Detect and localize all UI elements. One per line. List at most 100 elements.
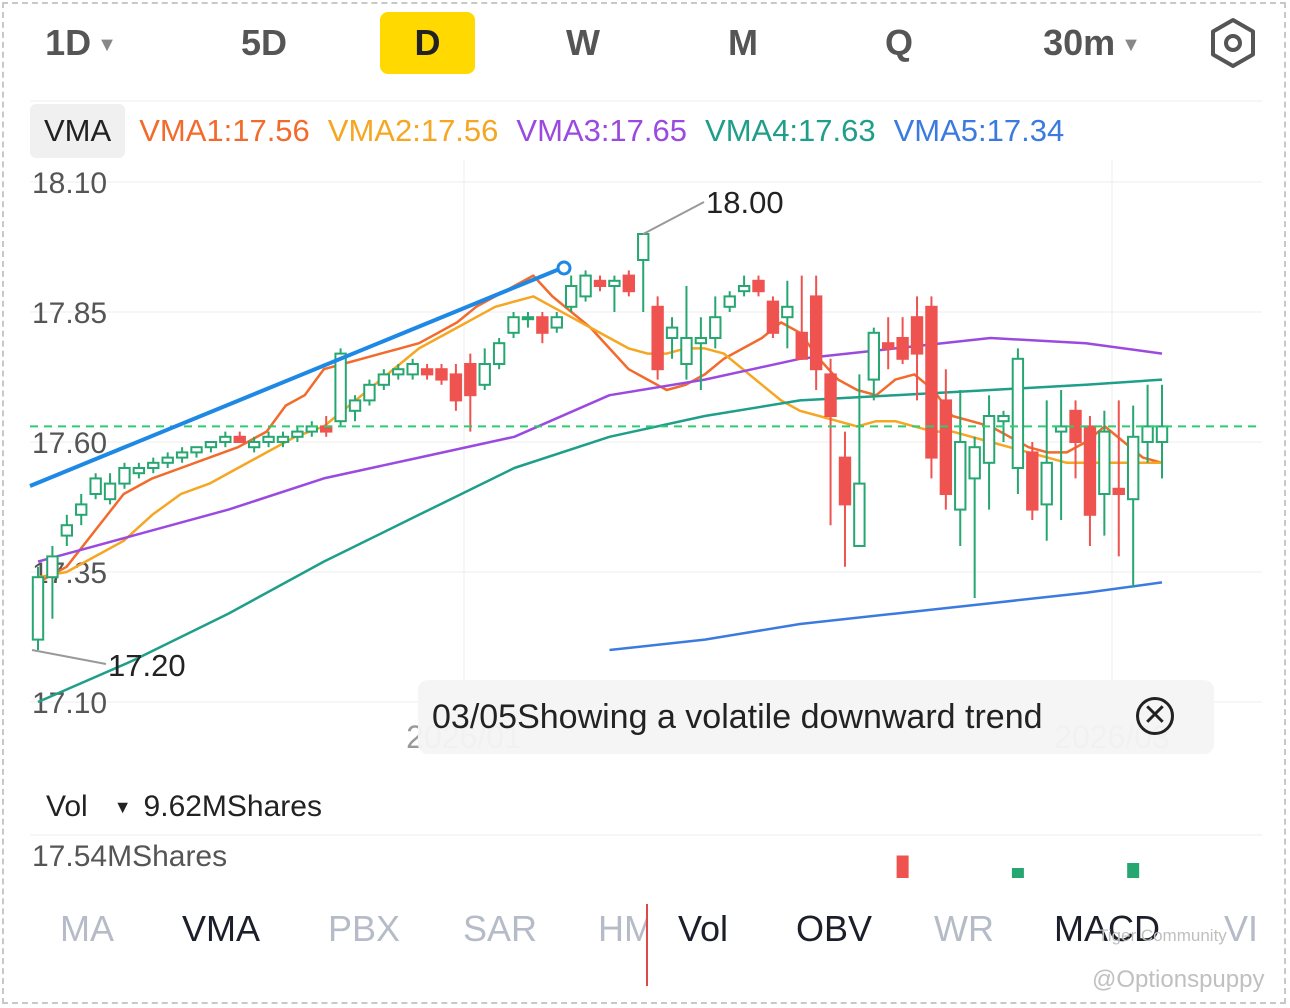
candle-body	[752, 279, 765, 293]
candle-body	[982, 415, 996, 464]
candle	[1054, 390, 1068, 520]
candle-body	[709, 316, 722, 340]
candle	[449, 364, 463, 411]
candle	[809, 275, 823, 390]
candle	[392, 364, 405, 380]
candle-body	[925, 305, 938, 459]
candle-body	[161, 456, 174, 464]
tf-q[interactable]: Q	[884, 22, 913, 63]
tab-vol[interactable]: Vol	[678, 908, 729, 949]
candle	[824, 358, 837, 526]
vma2-value: VMA2:17.56	[327, 113, 499, 148]
tab-macd[interactable]: MACD	[1054, 908, 1160, 949]
tab-vma[interactable]: VMA	[182, 908, 261, 949]
candle-body	[1011, 357, 1025, 469]
candle-body	[132, 467, 146, 475]
candle	[925, 296, 938, 479]
tab-divider	[646, 904, 648, 986]
vma-line-vma4	[37, 378, 1163, 704]
candle-body	[637, 233, 650, 261]
candle	[680, 286, 693, 380]
candle-body	[1026, 451, 1039, 511]
tf-1d[interactable]: 1D ▼	[45, 22, 117, 63]
volume-label: Vol	[46, 790, 88, 823]
candle-body	[291, 430, 304, 438]
candle	[651, 296, 664, 380]
vma3-value: VMA3:17.65	[516, 113, 688, 148]
candle	[608, 275, 621, 312]
candle	[233, 431, 246, 443]
candle	[464, 353, 477, 432]
candle-body	[665, 326, 679, 340]
settings-hexagon-icon[interactable]	[1206, 16, 1260, 70]
tf-w[interactable]: W	[566, 22, 600, 63]
tab-obv[interactable]: OBV	[796, 908, 873, 949]
high-leader-line	[642, 201, 705, 235]
candle	[752, 275, 765, 297]
tab-pbx[interactable]: PBX	[328, 908, 401, 949]
tab-sar[interactable]: SAR	[463, 908, 538, 949]
candle	[46, 546, 59, 619]
trendline-handle	[556, 260, 572, 276]
candle	[204, 441, 218, 453]
candle	[637, 233, 650, 312]
tf-30m[interactable]: 30m ▼	[1043, 22, 1141, 63]
candle-body	[247, 441, 261, 449]
candle	[291, 426, 304, 442]
candle	[478, 348, 491, 390]
close-icon[interactable]: ✕	[1136, 697, 1174, 735]
candle	[781, 280, 794, 349]
candle-body	[954, 441, 967, 511]
tf-5d[interactable]: 5D	[240, 22, 288, 63]
candle-body	[219, 435, 232, 443]
candle	[1141, 384, 1154, 463]
candle-body	[377, 373, 391, 386]
event-tooltip[interactable]: 03/05Showing a volatile downward trend ✕	[418, 680, 1214, 754]
volume-bar	[896, 855, 909, 878]
candle-body	[262, 435, 275, 443]
candle	[406, 358, 419, 380]
candle-body	[449, 373, 463, 402]
chevron-down-icon: ▼	[97, 34, 117, 57]
candle	[247, 436, 261, 453]
candle-body	[608, 279, 621, 287]
candle	[276, 431, 290, 448]
candle-body	[190, 446, 203, 454]
tf-d[interactable]: D	[380, 12, 475, 74]
tf-m[interactable]: M	[728, 22, 758, 63]
candle	[723, 291, 736, 312]
candle	[853, 374, 866, 548]
y-tick-label: 17.85	[32, 297, 107, 330]
candle	[564, 275, 578, 312]
candle-body	[103, 482, 117, 501]
candle-body	[766, 300, 780, 334]
tab-ma[interactable]: MA	[60, 908, 114, 949]
vma-line-vma5	[609, 581, 1163, 652]
timeframe-bar: 1D ▼ 5D D W M Q 30m ▼	[0, 0, 1290, 88]
vma-selector[interactable]: VMA	[30, 104, 126, 158]
candle	[709, 296, 722, 349]
candle-body	[363, 383, 376, 402]
tab-hm[interactable]: HM	[598, 908, 646, 949]
candle	[507, 312, 520, 338]
vma-legend: VMA VMA1:17.56 VMA2:17.56 VMA3:17.65 VMA…	[30, 104, 1082, 158]
candle	[982, 395, 996, 510]
tab-vi[interactable]: VI	[1224, 908, 1258, 949]
tab-wr[interactable]: WR	[934, 908, 994, 949]
candle-body	[89, 477, 102, 495]
candle-body	[492, 342, 506, 366]
low-leader-line	[31, 649, 107, 665]
triangle-down-icon[interactable]: ▼	[113, 796, 132, 817]
candle-body	[1098, 430, 1111, 496]
candle	[536, 312, 549, 344]
candle-body	[622, 274, 636, 293]
candle-body	[60, 524, 74, 537]
candle	[1040, 400, 1053, 541]
candle-body	[795, 331, 808, 360]
candle-body	[478, 363, 491, 386]
candle	[31, 566, 45, 650]
candle	[968, 436, 981, 598]
volume-bar	[1011, 868, 1024, 878]
candle	[838, 431, 852, 567]
candle-body	[31, 576, 45, 641]
